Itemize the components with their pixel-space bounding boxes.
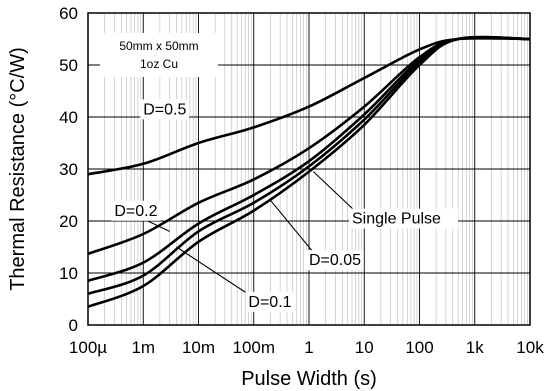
annotation-background-d-0-5 [140,99,190,120]
tick-label-layer: 100µ 1m 10m 100m 1 10 100 1k 10k 0 10 20 30 40 50 60 [59,4,544,357]
x-tick-label: 1m [131,338,155,357]
x-tick-label: 1k [466,338,484,357]
annotation-d-0-1: D=0.1 [248,294,291,311]
y-tick-label: 0 [69,316,78,335]
annotation-d-0-5: D=0.5 [143,101,186,118]
x-tick-label: 1 [304,338,313,357]
x-tick-label: 100µ [69,338,107,357]
y-tick-label: 50 [59,56,78,75]
x-tick-label: 100m [232,338,275,357]
annotation-background-d-0-2 [111,200,161,221]
x-tick-label: 100 [405,338,433,357]
series-line-single-pulse [87,35,531,309]
y-tick-label: 10 [59,264,78,283]
inset-box-background [100,33,218,77]
annotation-background-d-0-1 [245,291,295,312]
inset-text-line-2: 1oz Cu [140,57,178,71]
plot-frame [87,12,531,326]
annotation-single-pulse: Single Pulse [352,211,441,228]
x-axis-title: Pulse Width (s) [241,368,377,390]
y-tick-label: 40 [59,108,78,127]
inset-text-line-1: 50mm x 50mm [119,39,198,53]
x-tick-label: 10m [182,338,215,357]
y-tick-label: 30 [59,160,78,179]
y-tick-label: 20 [59,212,78,231]
x-tick-label: 10k [516,338,544,357]
annotation-layer: D=0.5 D=0.2 Single Pulse D=0.05 D=0.1 [111,99,459,312]
annotation-leader-d-0-1 [176,246,259,302]
annotation-background-d-0-05 [306,250,364,271]
annotation-leader-d-0-05 [269,199,320,260]
annotation-d-0-2: D=0.2 [114,203,157,220]
annotation-background-single-pulse [348,208,459,229]
inset-text-box: 50mm x 50mm 1oz Cu [100,33,218,77]
series-layer [87,35,531,309]
annotation-d-0-05: D=0.05 [309,252,361,269]
y-axis-title: Thermal Resistance (°C/W) [7,47,29,291]
y-tick-label: 60 [59,4,78,23]
x-tick-label: 10 [355,338,374,357]
